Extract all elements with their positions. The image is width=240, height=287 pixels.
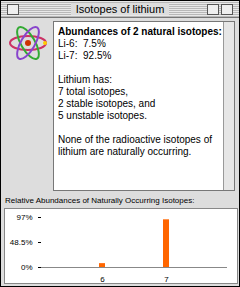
svg-text:0%: 0% (21, 263, 33, 272)
html-text:None of the radioactive isotop: None of the radioactive isotopes of lith… (58, 134, 212, 157)
html-text:2 stable isotopes, and: 2 stable isotopes, and (58, 98, 156, 109)
html-text:Abundances of 2 natural isotop: Abundances of 2 natural isotopes: (58, 26, 222, 37)
svg-text:7: 7 (164, 275, 169, 283)
svg-text:48.5%: 48.5% (10, 238, 33, 247)
html-text:Isotopes of lithium: Isotopes of lithium (75, 3, 165, 15)
svg-text:97%: 97% (16, 213, 32, 222)
html-text:Li-7: 92.5%: Li-7: 92.5% (58, 50, 112, 61)
html-text:Lithium has:: Lithium has: (58, 74, 112, 85)
html-text:5 unstable isotopes.: 5 unstable isotopes. (58, 110, 147, 121)
html-text:Relative Abundances of Natural: Relative Abundances of Naturally Occurri… (5, 196, 195, 205)
html-text:Li-6: 7.5%: Li-6: 7.5% (58, 38, 106, 49)
html-text:7 total isotopes,: 7 total isotopes, (58, 86, 128, 97)
svg-text:6: 6 (100, 275, 105, 283)
